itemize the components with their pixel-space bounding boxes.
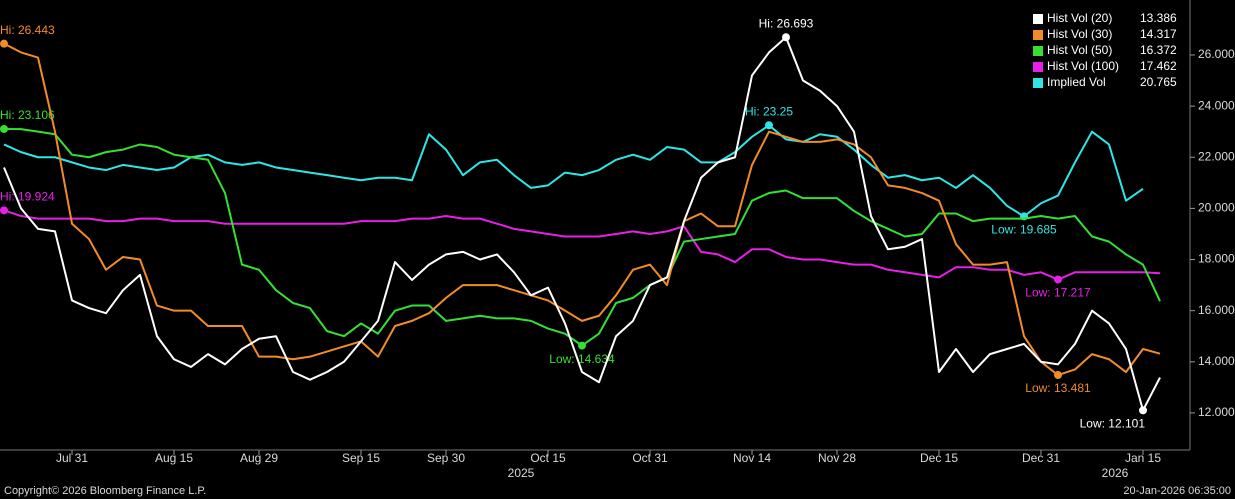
x-tick-label: Aug 29 bbox=[240, 451, 278, 465]
extreme-label: Hi: 23.106 bbox=[0, 108, 55, 122]
x-tick-label: Aug 15 bbox=[155, 451, 193, 465]
series-line bbox=[3, 36, 1161, 412]
footer-right: 20-Jan-2026 06:35:00 bbox=[1123, 485, 1231, 497]
legend-swatch bbox=[1033, 30, 1043, 40]
extreme-marker bbox=[765, 121, 773, 130]
extreme-label: Low: 13.481 bbox=[1025, 381, 1091, 395]
extreme-marker bbox=[1139, 406, 1147, 415]
y-tick-label: 14.000 bbox=[1198, 354, 1235, 368]
legend-label: Implied Vol bbox=[1047, 75, 1106, 89]
legend-value: 20.765 bbox=[1140, 75, 1177, 89]
legend-label: Hist Vol (20) bbox=[1047, 11, 1112, 25]
legend-value: 16.372 bbox=[1140, 43, 1177, 57]
extreme-label: Hi: 19.924 bbox=[0, 189, 55, 203]
extreme-marker bbox=[0, 39, 8, 48]
y-tick-label: 12.000 bbox=[1198, 405, 1235, 419]
legend-label: Hist Vol (100) bbox=[1047, 59, 1119, 73]
extreme-label: Hi: 23.25 bbox=[745, 104, 793, 118]
extreme-label: Low: 19.685 bbox=[991, 223, 1057, 237]
extreme-label: Low: 14.634 bbox=[549, 352, 615, 366]
extreme-label: Hi: 26.693 bbox=[759, 16, 814, 30]
x-tick-label: Nov 28 bbox=[818, 451, 856, 465]
legend-swatch bbox=[1033, 62, 1043, 72]
extreme-marker bbox=[1054, 275, 1062, 284]
legend-swatch bbox=[1033, 14, 1043, 24]
series-line bbox=[3, 209, 1161, 281]
extreme-label: Hi: 26.443 bbox=[0, 23, 55, 37]
extreme-label: Low: 17.217 bbox=[1025, 286, 1091, 300]
x-tick-label: Jan 15 bbox=[1125, 451, 1161, 465]
y-tick-label: 20.000 bbox=[1198, 201, 1235, 215]
x-tick-label: Sep 15 bbox=[342, 451, 380, 465]
extreme-marker bbox=[782, 33, 790, 42]
x-tick-label: Oct 15 bbox=[530, 451, 566, 465]
extreme-marker bbox=[0, 206, 8, 215]
legend-value: 14.317 bbox=[1140, 27, 1177, 41]
extreme-marker bbox=[578, 341, 586, 350]
series-line bbox=[3, 42, 1161, 377]
year-label: 2025 bbox=[508, 466, 535, 480]
y-tick-label: 18.000 bbox=[1198, 252, 1235, 266]
legend-swatch bbox=[1033, 46, 1043, 56]
legend-swatch bbox=[1033, 78, 1043, 88]
legend-value: 13.386 bbox=[1140, 11, 1177, 25]
y-tick-label: 24.000 bbox=[1198, 98, 1235, 112]
y-tick-label: 26.000 bbox=[1198, 47, 1235, 61]
legend-value: 17.462 bbox=[1140, 59, 1177, 73]
x-tick-label: Dec 31 bbox=[1022, 451, 1060, 465]
x-tick-label: Sep 30 bbox=[427, 451, 465, 465]
x-tick-label: Dec 15 bbox=[920, 451, 958, 465]
extreme-marker bbox=[0, 124, 8, 133]
extreme-marker bbox=[1054, 371, 1062, 380]
legend-box bbox=[1027, 8, 1185, 94]
x-tick-label: Nov 14 bbox=[733, 451, 771, 465]
extreme-label: Low: 12.101 bbox=[1080, 417, 1146, 431]
legend-label: Hist Vol (30) bbox=[1047, 27, 1112, 41]
y-tick-label: 22.000 bbox=[1198, 149, 1235, 163]
x-tick-label: Oct 31 bbox=[632, 451, 668, 465]
legend-label: Hist Vol (50) bbox=[1047, 43, 1112, 57]
legend: Hist Vol (20) 13.386 Hist Vol (30) 14.317 Hi… bbox=[1027, 8, 1185, 94]
year-label: 2026 bbox=[1102, 466, 1129, 480]
footer-left: Copyright© 2026 Bloomberg Finance L.P. bbox=[4, 485, 206, 497]
y-tick-label: 16.000 bbox=[1198, 303, 1235, 317]
x-tick-label: Jul 31 bbox=[56, 451, 88, 465]
